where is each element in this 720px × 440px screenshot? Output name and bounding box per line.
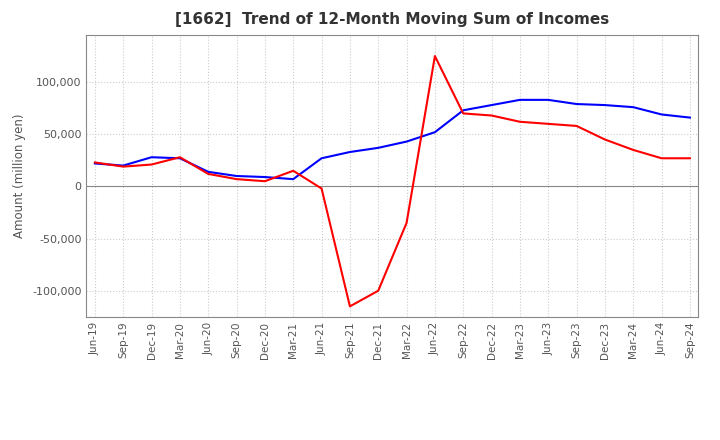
Net Income — [204, 171, 212, 176]
Title: [1662]  Trend of 12-Month Moving Sum of Incomes: [1662] Trend of 12-Month Moving Sum of I… — [175, 12, 610, 27]
Ordinary Income — [91, 161, 99, 166]
Net Income — [289, 168, 297, 173]
Ordinary Income — [402, 139, 411, 144]
Ordinary Income — [176, 156, 184, 161]
Ordinary Income — [572, 101, 581, 106]
Net Income — [657, 156, 666, 161]
Net Income — [544, 121, 552, 126]
Ordinary Income — [318, 156, 326, 161]
Net Income — [318, 186, 326, 191]
Ordinary Income — [657, 112, 666, 117]
Net Income — [119, 164, 127, 169]
Net Income — [346, 304, 354, 309]
Ordinary Income — [544, 97, 552, 103]
Ordinary Income — [685, 115, 694, 120]
Ordinary Income — [516, 97, 524, 103]
Ordinary Income — [204, 169, 212, 175]
Net Income — [402, 220, 411, 226]
Ordinary Income — [629, 105, 637, 110]
Net Income — [261, 179, 269, 184]
Net Income — [176, 154, 184, 160]
Net Income — [459, 111, 467, 116]
Ordinary Income — [289, 176, 297, 182]
Ordinary Income — [374, 145, 382, 150]
Ordinary Income — [233, 173, 241, 179]
Net Income — [374, 288, 382, 293]
Line: Net Income: Net Income — [95, 56, 690, 306]
Ordinary Income — [148, 154, 156, 160]
Ordinary Income — [487, 103, 496, 108]
Net Income — [431, 53, 439, 59]
Line: Ordinary Income: Ordinary Income — [95, 100, 690, 179]
Ordinary Income — [346, 149, 354, 154]
Ordinary Income — [119, 163, 127, 168]
Net Income — [572, 123, 581, 128]
Net Income — [629, 147, 637, 153]
Ordinary Income — [431, 129, 439, 135]
Net Income — [685, 156, 694, 161]
Net Income — [91, 160, 99, 165]
Net Income — [233, 176, 241, 182]
Ordinary Income — [600, 103, 609, 108]
Net Income — [148, 162, 156, 167]
Net Income — [516, 119, 524, 125]
Net Income — [487, 113, 496, 118]
Ordinary Income — [261, 174, 269, 180]
Net Income — [600, 137, 609, 142]
Ordinary Income — [459, 108, 467, 113]
Y-axis label: Amount (million yen): Amount (million yen) — [14, 114, 27, 238]
